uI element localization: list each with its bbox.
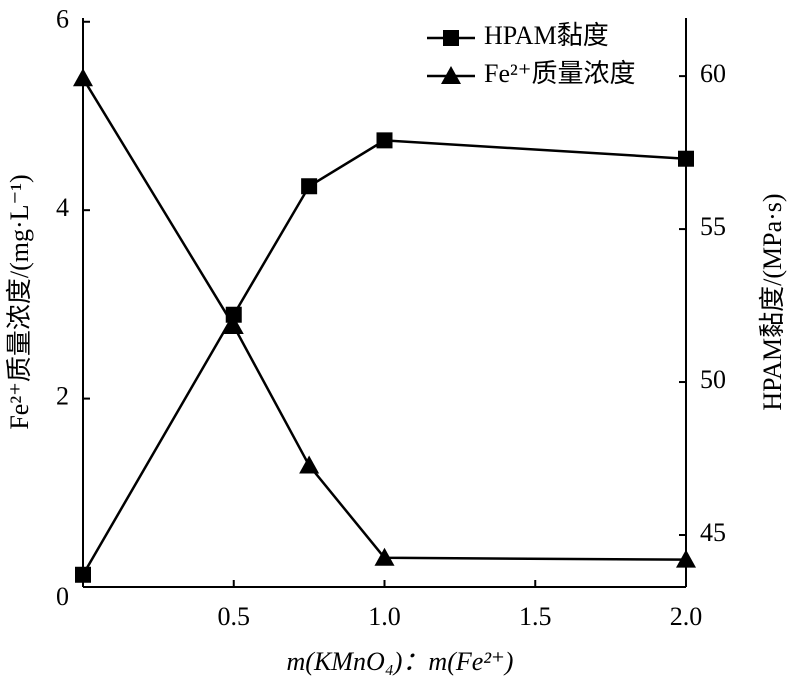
y2-tick-label: 60 [700, 59, 726, 88]
y-tick-label: 0 [56, 582, 69, 611]
y-tick-label: 4 [56, 193, 69, 222]
marker [374, 547, 395, 566]
x-tick-label: 1.5 [519, 602, 552, 631]
x-tick-label: 1.0 [368, 602, 401, 631]
legend-label: Fe²⁺质量浓度 [484, 59, 636, 88]
y2-tick-label: 55 [700, 212, 726, 241]
series-line [81, 77, 687, 561]
legend-marker [441, 66, 461, 84]
x-tick-label: 0.5 [218, 602, 251, 631]
y2-tick-label: 50 [700, 365, 726, 394]
x-tick-label: 2.0 [670, 602, 703, 631]
marker [678, 150, 694, 167]
y-tick-label: 6 [56, 5, 69, 34]
marker [676, 549, 696, 568]
marker [75, 566, 91, 583]
y2-tick-label: 45 [700, 518, 726, 547]
marker [73, 68, 93, 87]
marker [299, 455, 320, 474]
marker [301, 178, 318, 195]
marker [376, 132, 393, 149]
legend-marker [443, 30, 459, 46]
series-line [81, 139, 687, 576]
y-tick-label: 2 [56, 382, 69, 411]
marker [223, 316, 244, 335]
legend-label: HPAM黏度 [484, 21, 609, 50]
x-axis-label: m(KMnO₄)：m(Fe²⁺) [287, 647, 514, 676]
y-axis-label: Fe²⁺质量浓度/(mg·L⁻¹) [5, 174, 34, 429]
y2-axis-label: HPAM黏度/(MPa·s) [758, 193, 787, 410]
